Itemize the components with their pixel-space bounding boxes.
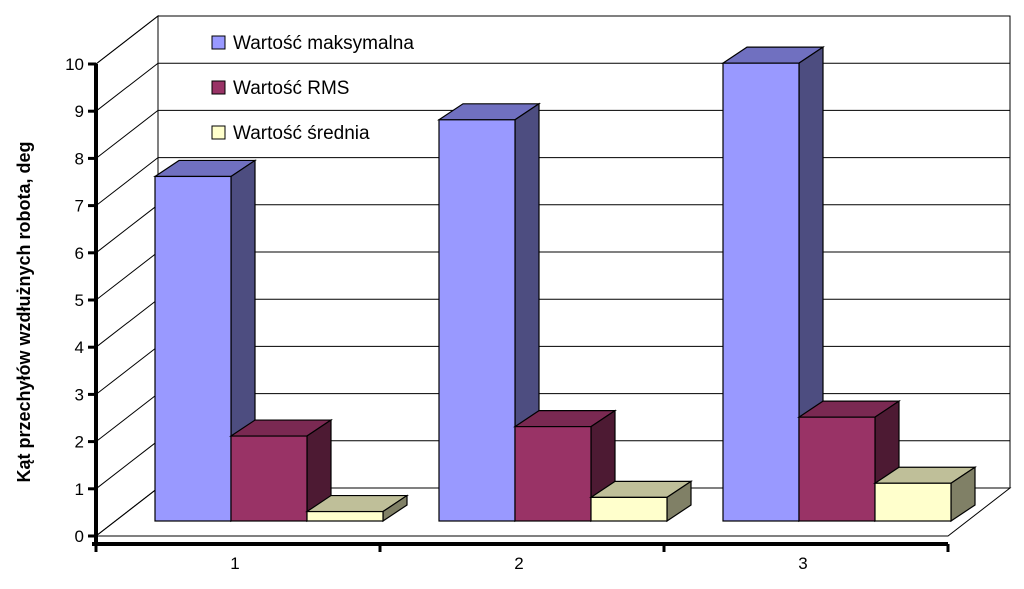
y-tick-label: 8 xyxy=(75,149,84,168)
y-tick-label: 7 xyxy=(75,197,84,216)
bar xyxy=(437,102,541,523)
legend: Wartość maksymalna Wartość RMS Wartość śre… xyxy=(211,33,414,144)
y-axis-title: Kąt przechyłów wzdłużnych robota, deg xyxy=(14,141,34,482)
legend-swatch xyxy=(211,125,226,140)
bar-front-face xyxy=(722,62,800,522)
legend-label: Wartość RMS xyxy=(233,78,349,99)
legend-swatch xyxy=(211,35,226,50)
legend-swatch xyxy=(211,80,226,95)
y-tick-label: 2 xyxy=(75,433,84,452)
x-tick-labels: 1 2 3 xyxy=(230,554,807,573)
bar xyxy=(305,494,409,523)
y-tick-label: 9 xyxy=(75,102,84,121)
legend-item: Wartość średnia xyxy=(211,123,370,144)
x-tick-label: 1 xyxy=(230,554,239,573)
bar-front-face xyxy=(590,496,668,522)
bar xyxy=(873,466,977,523)
legend-label: Wartość średnia xyxy=(233,123,370,144)
bar-front-face xyxy=(154,175,232,522)
bar-front-face xyxy=(798,416,876,522)
y-tick-label: 6 xyxy=(75,244,84,263)
gridline xyxy=(95,15,1010,65)
y-tick-label: 10 xyxy=(65,55,84,74)
bars xyxy=(153,46,977,523)
y-tick-labels: 0 1 2 3 4 5 6 7 8 9 10 xyxy=(65,55,84,546)
y-tick-label: 0 xyxy=(75,527,84,546)
bar-front-face xyxy=(874,482,952,522)
bar xyxy=(589,480,693,523)
y-tick-label: 3 xyxy=(75,385,84,404)
bar-front-face xyxy=(306,510,384,522)
bar xyxy=(721,46,825,523)
bar-front-face xyxy=(230,435,308,522)
axes xyxy=(88,62,950,552)
legend-label: Wartość maksymalna xyxy=(233,33,414,54)
y-tick-label: 1 xyxy=(75,480,84,499)
legend-item: Wartość maksymalna xyxy=(211,33,414,54)
bar xyxy=(797,400,901,523)
y-tick-label: 4 xyxy=(75,338,84,357)
y-tick-label: 5 xyxy=(75,291,84,310)
bar-front-face xyxy=(438,119,516,522)
x-tick-label: 3 xyxy=(798,554,807,573)
bar xyxy=(229,418,333,523)
x-tick-label: 2 xyxy=(514,554,523,573)
bar-front-face xyxy=(514,426,592,522)
legend-item: Wartość RMS xyxy=(211,78,349,99)
